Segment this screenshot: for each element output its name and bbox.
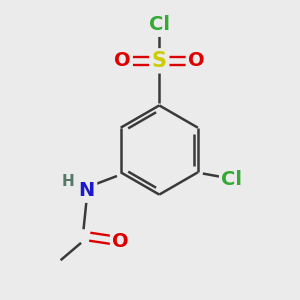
Text: H: H [62, 174, 74, 189]
Text: Cl: Cl [221, 170, 242, 189]
Text: O: O [188, 51, 205, 70]
Text: O: O [112, 232, 129, 251]
Text: Cl: Cl [149, 15, 170, 34]
Text: N: N [79, 182, 95, 200]
Text: O: O [114, 51, 130, 70]
Text: S: S [152, 51, 167, 71]
